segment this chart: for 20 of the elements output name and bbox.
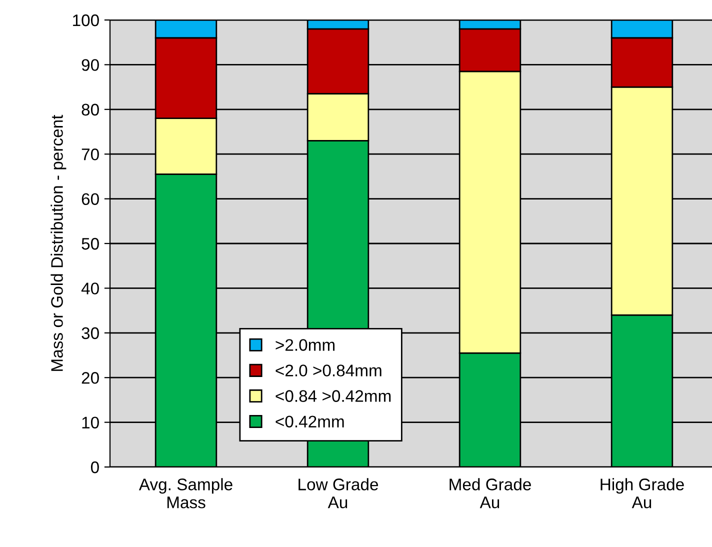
x-tick-label: High Grade Au (600, 478, 684, 508)
y-tick-label: 10 (82, 416, 99, 429)
x-tick-label: Avg. Sample Mass (138, 478, 232, 508)
legend-label: <0.42mm (276, 416, 344, 428)
y-tick-label: 70 (82, 148, 99, 160)
legend-label: <2.0 >0.84mm (276, 364, 382, 376)
y-tick-label: 20 (82, 372, 99, 384)
y-tick-label: 0 (90, 461, 99, 474)
y-tick-label: 40 (81, 282, 99, 294)
y-tick-label: 100 (73, 14, 99, 26)
y-tick-label: 80 (82, 104, 99, 116)
y-tick-label: 30 (82, 327, 99, 340)
y-tick-label: 50 (82, 238, 99, 250)
x-tick-label: Med Grade Au (450, 478, 531, 508)
legend-label: <0.84 >0.42mm (276, 390, 391, 402)
y-tick-label: 90 (82, 59, 99, 71)
legend-label: >2.0mm (276, 339, 335, 351)
x-tick-label: Low Grade Au (298, 478, 378, 508)
y-tick-label: 60 (82, 193, 99, 206)
y-axis-title: Mass or Gold Distribution - percent (50, 114, 66, 371)
